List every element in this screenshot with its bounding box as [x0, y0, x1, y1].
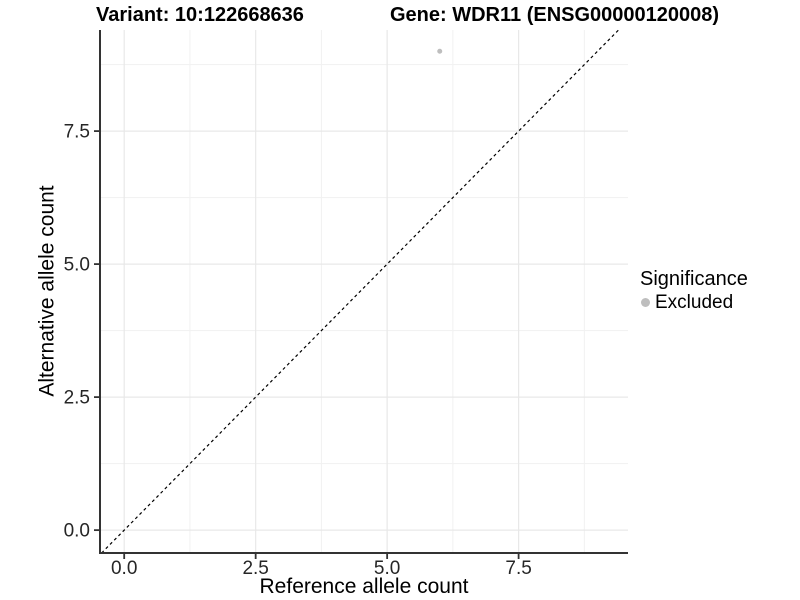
x-axis-title: Reference allele count	[259, 575, 469, 598]
x-tick-label: 7.5	[505, 558, 531, 579]
y-tick-label: 5.0	[64, 255, 90, 276]
legend-item-excluded: Excluded	[636, 291, 748, 314]
y-tick-label: 2.5	[64, 388, 90, 409]
legend-item-label: Excluded	[655, 292, 734, 313]
x-tick-label: 0.0	[111, 558, 137, 579]
y-axis-title: Alternative allele count	[35, 185, 59, 397]
identity-line	[101, 29, 619, 554]
legend-title: Significance	[640, 268, 748, 290]
legend: Significance Excluded	[636, 268, 748, 314]
y-tick-label: 0.0	[64, 521, 90, 542]
legend-key-dot	[641, 298, 650, 307]
x-tick-label: 2.5	[242, 558, 268, 579]
y-tick-label: 7.5	[64, 122, 90, 143]
plot-title-variant: Variant: 10:122668636	[96, 4, 304, 26]
data-point	[437, 48, 443, 54]
x-tick-label: 5.0	[374, 558, 400, 579]
plot-title-gene: Gene: WDR11 (ENSG00000120008)	[390, 4, 720, 26]
